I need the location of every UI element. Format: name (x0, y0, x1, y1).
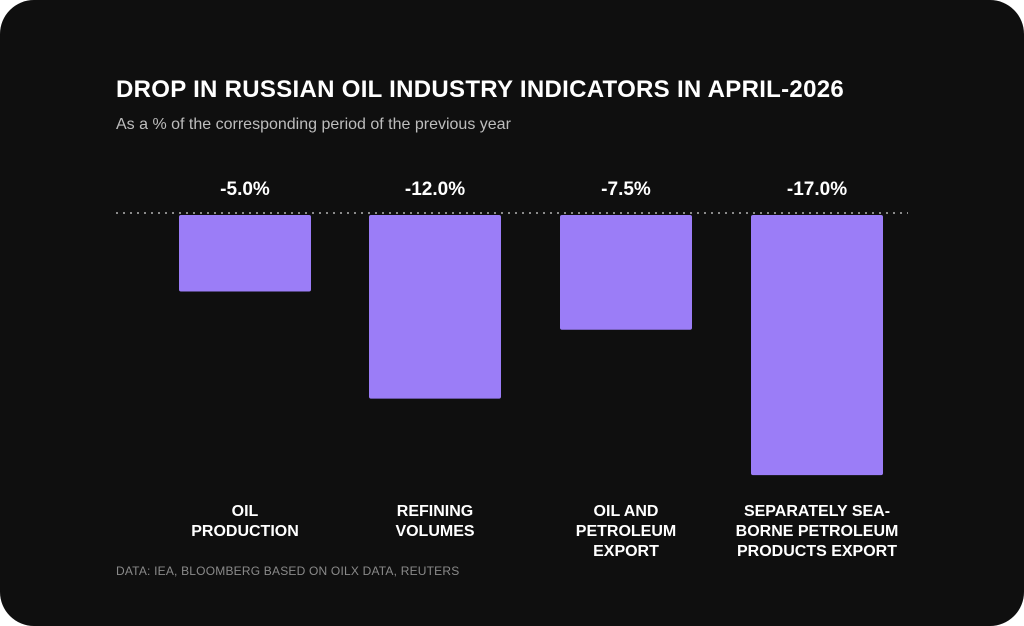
category-label-1: OIL PRODUCTION (191, 503, 299, 540)
value-label-2: -12.0% (405, 179, 465, 200)
value-label-4: -17.0% (787, 179, 847, 200)
category-label-3: OIL AND PETROLEUM EXPORT (576, 503, 676, 560)
chart-title: DROP IN RUSSIAN OIL INDUSTRY INDICATORS … (116, 76, 845, 103)
category-label-4: SEPARATELY SEA-BORNE PETROLEUM PRODUCTS E… (736, 503, 899, 560)
value-labels-group: -5.0% -12.0% -7.5% -17.0% (220, 179, 847, 200)
data-source-note: DATA: IEA, BLOOMBERG BASED ON OILX DATA,… (116, 564, 460, 578)
category-label-2: REFINING VOLUMES (395, 503, 474, 540)
value-label-1: -5.0% (220, 179, 270, 200)
chart-subtitle: As a % of the corresponding period of th… (116, 116, 511, 133)
category-labels-group: OIL PRODUCTION REFINING VOLUMES OIL AND PETRO… (191, 503, 898, 560)
bars-group (179, 215, 883, 476)
bar-2 (369, 215, 501, 399)
bar-4 (751, 215, 883, 476)
bar-3 (560, 215, 692, 330)
value-label-3: -7.5% (601, 179, 651, 200)
bar-1 (179, 215, 311, 292)
